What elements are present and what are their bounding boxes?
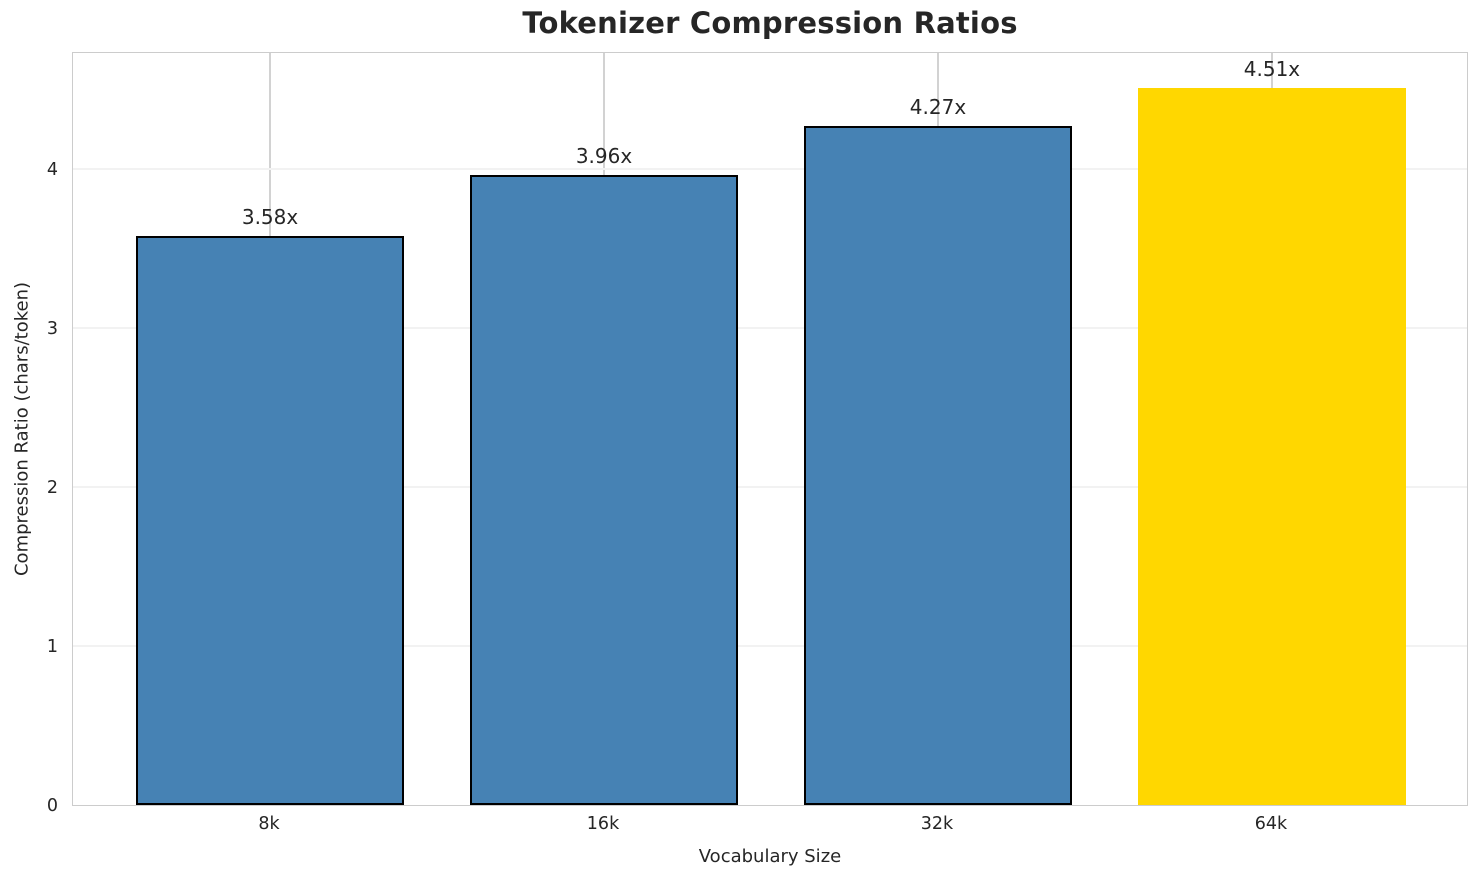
grid-hline xyxy=(73,644,1467,647)
x-tick-label: 64k xyxy=(1254,814,1288,834)
x-axis-label: Vocabulary Size xyxy=(698,846,842,867)
chart-title: Tokenizer Compression Ratios xyxy=(522,6,1018,40)
bar xyxy=(1138,87,1406,805)
bar-value-label: 3.96x xyxy=(575,144,633,169)
grid-hline xyxy=(73,167,1467,170)
x-tick-label: 16k xyxy=(586,814,620,834)
plot-area: 3.58x 3.96x 4.27x 4.51x xyxy=(72,52,1468,806)
y-tick-label: 2 xyxy=(46,477,58,498)
bar-value-label: 3.58x xyxy=(241,204,299,229)
bar xyxy=(136,235,404,805)
grid-hline xyxy=(73,485,1467,488)
bar xyxy=(470,175,738,805)
y-tick-label: 3 xyxy=(46,318,58,339)
x-tick-label: 8k xyxy=(258,814,280,834)
y-tick-label: 1 xyxy=(46,636,58,657)
bar xyxy=(804,125,1072,805)
y-tick-label: 0 xyxy=(46,796,58,816)
bar-value-label: 4.51x xyxy=(1243,56,1301,81)
grid-hline xyxy=(73,326,1467,329)
x-tick-label: 32k xyxy=(920,814,954,834)
y-tick-label: 4 xyxy=(46,159,58,180)
bar-value-label: 4.27x xyxy=(909,94,967,119)
